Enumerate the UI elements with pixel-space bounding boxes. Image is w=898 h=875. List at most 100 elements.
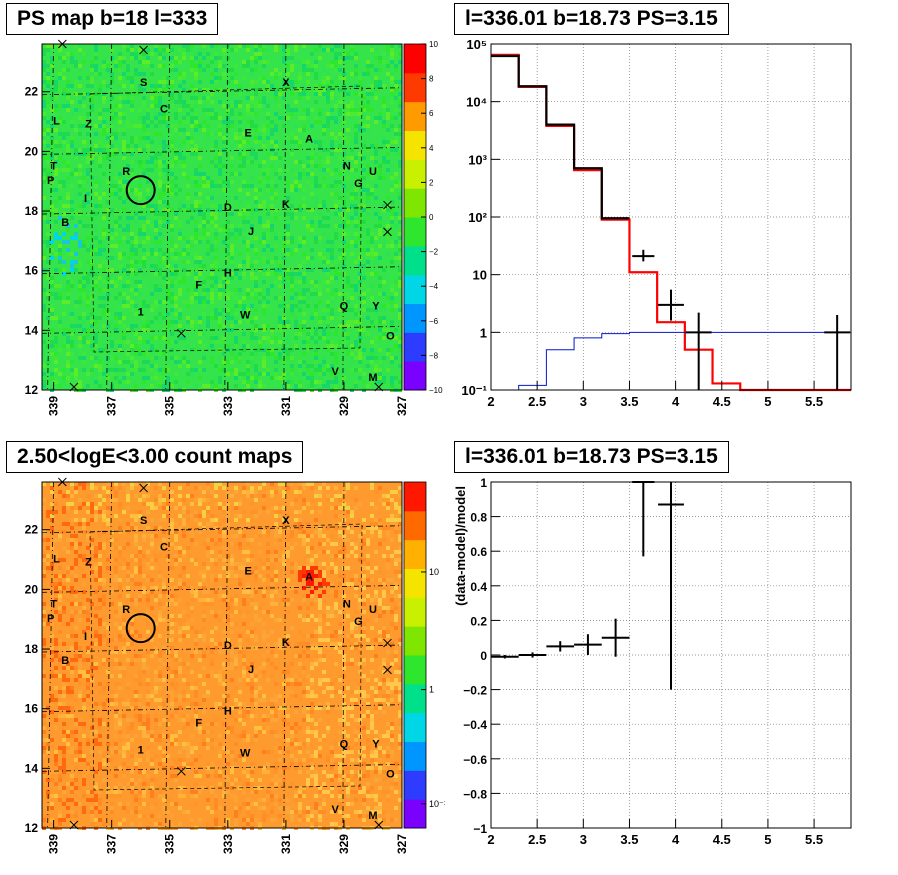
- source-label: L: [53, 116, 60, 128]
- source-label: C: [160, 104, 168, 116]
- colorbar-band: [404, 597, 426, 627]
- count-map-title: 2.50<logE<3.00 count maps: [6, 441, 304, 473]
- y-tick-label: 0.6: [470, 545, 487, 559]
- source-cross: [57, 477, 67, 487]
- y-tick-label: 18: [25, 204, 39, 218]
- colorbar-frame: [403, 481, 427, 829]
- y-tick-label: 22: [25, 523, 39, 537]
- y-tick-label: 10⁵: [466, 37, 487, 52]
- source-label: T: [50, 598, 57, 610]
- source-label: W: [240, 309, 251, 321]
- source-label: Q: [340, 300, 349, 312]
- y-tick-label: 0: [480, 649, 487, 663]
- ps-map-title: PS map b=18 l=333: [6, 3, 219, 35]
- grid-line-l: [283, 481, 287, 829]
- source-label: Q: [340, 738, 349, 750]
- source-cross: [383, 665, 392, 675]
- y-tick-label: 14: [25, 761, 39, 775]
- y-tick-label: 10: [473, 268, 487, 283]
- y-tick-label: 10⁻¹: [461, 383, 487, 398]
- grid-line-b: [41, 266, 403, 275]
- colorbar-band: [404, 159, 426, 189]
- y-tick-label: 18: [25, 642, 39, 656]
- colorbar-tick-label: 2: [429, 178, 434, 187]
- source-cross: [177, 328, 186, 338]
- source-label: S: [140, 77, 147, 89]
- source-label: N: [343, 160, 351, 172]
- source-label: Y: [372, 738, 380, 750]
- colorbar-tick-label: 10: [429, 40, 438, 49]
- source-label: K: [282, 637, 290, 649]
- x-tick-label: 4: [672, 394, 680, 409]
- grid-line-b: [41, 704, 403, 713]
- x-tick-label: 4: [672, 832, 680, 847]
- source-label: B: [61, 217, 69, 229]
- colorbar-tick-label: −10: [429, 386, 443, 395]
- source-label: N: [343, 598, 351, 610]
- colorbar-band: [404, 626, 426, 656]
- y-tick-label: 10²: [468, 210, 487, 225]
- source-cross: [374, 382, 384, 392]
- source-label: I: [84, 193, 87, 205]
- source-label: V: [332, 804, 340, 816]
- source-label: W: [240, 747, 251, 759]
- source-cross: [139, 483, 148, 493]
- grid-line-l: [165, 43, 171, 391]
- source-label: F: [195, 718, 202, 730]
- source-label: H: [224, 268, 232, 280]
- y-tick-label: 16: [25, 702, 39, 716]
- colorbar-band: [404, 770, 426, 800]
- source-cross: [69, 382, 79, 392]
- colorbar-band: [404, 44, 426, 74]
- colorbar-tick-label: 10⁻¹: [429, 799, 445, 809]
- source-label: I: [84, 631, 87, 643]
- grid-line-b: [41, 763, 403, 772]
- source-label: F: [195, 280, 202, 292]
- x-tick-label: 331: [279, 396, 293, 416]
- colorbar-band: [404, 539, 426, 569]
- source-label: R: [122, 166, 130, 178]
- y-tick-label: 10³: [468, 152, 487, 167]
- x-tick-label: 3.5: [620, 832, 638, 847]
- grid-line-b: [41, 87, 403, 96]
- colorbar-band: [404, 217, 426, 247]
- y-tick-label: −0.6: [463, 753, 487, 767]
- field-outline: [89, 523, 363, 791]
- source-label: S: [140, 515, 147, 527]
- grid-line-l: [342, 43, 345, 391]
- source-label: Z: [85, 119, 92, 131]
- grid-line-l: [106, 481, 113, 829]
- grid-line-l: [165, 481, 171, 829]
- colorbar-band: [404, 188, 426, 218]
- source-label: V: [332, 366, 340, 378]
- source-label: A: [305, 133, 313, 145]
- colorbar-band: [404, 482, 426, 512]
- source-cross: [383, 227, 392, 237]
- y-tick-label: 16: [25, 264, 39, 278]
- colorbar-band: [404, 712, 426, 742]
- x-tick-label: 5.5: [805, 394, 823, 409]
- x-tick-label: 3: [580, 832, 587, 847]
- y-tick-label: 1: [480, 476, 487, 490]
- colorbar-band: [404, 303, 426, 333]
- colorbar-tick-label: 4: [429, 144, 434, 153]
- x-tick-label: 329: [337, 396, 351, 416]
- colorbar-tick-label: 6: [429, 109, 434, 118]
- source-label: L: [53, 554, 60, 566]
- grid-line-l: [283, 43, 287, 391]
- grid-line-l: [47, 43, 55, 391]
- x-tick-label: 5.5: [805, 832, 823, 847]
- source-label: P: [47, 175, 54, 187]
- x-tick-label: 3.5: [620, 394, 638, 409]
- source-label: M: [368, 372, 377, 384]
- spectrum-step-line: [491, 331, 851, 391]
- source-label: 1: [138, 306, 144, 318]
- y-tick-label: 1: [480, 325, 487, 340]
- y-tick-label: 10⁴: [466, 95, 487, 110]
- x-tick-label: 2.5: [528, 832, 546, 847]
- y-tick-label: −1: [473, 822, 487, 836]
- source-label: C: [160, 542, 168, 554]
- colorbar-tick-label: 0: [429, 213, 434, 222]
- source-label: Y: [372, 300, 380, 312]
